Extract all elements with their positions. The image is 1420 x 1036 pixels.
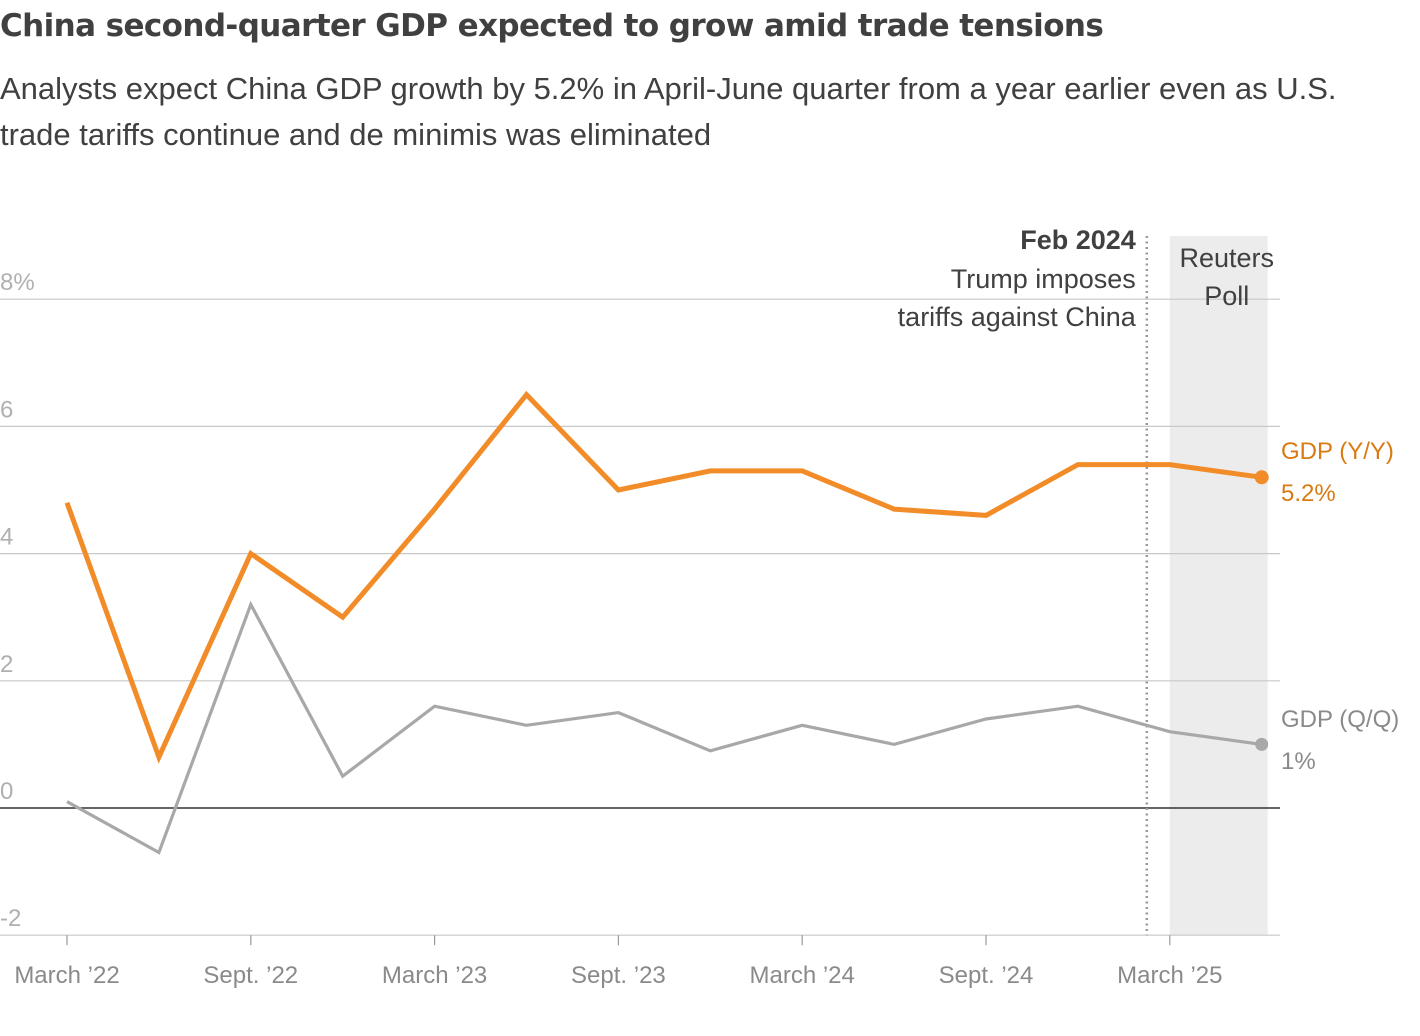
gridlines	[0, 298, 1280, 936]
annotation: Feb 2024 Trump imposes tariffs against Chi…	[898, 225, 1137, 332]
x-tick-label: Sept. ’24	[939, 962, 1034, 989]
reuters-poll-label: Reuters Poll	[1179, 243, 1274, 311]
y-tick-label: 6	[0, 396, 13, 423]
series-gdp-qq-end-point	[1255, 737, 1269, 751]
annotation-date: Feb 2024	[1020, 225, 1136, 255]
series-gdp-qq-value-label: 1%	[1281, 748, 1316, 775]
reuters-poll-text: Poll	[1204, 281, 1249, 311]
x-tick-label: Sept. ’22	[203, 962, 298, 989]
y-tick-label: 0	[0, 778, 13, 805]
annotation-text: Trump imposes	[951, 264, 1136, 294]
x-tick-label: March ’22	[14, 962, 119, 989]
y-tick-label: -2	[0, 905, 21, 932]
x-tick-label: March ’24	[750, 962, 855, 989]
series-gdp-yy-end-point	[1254, 470, 1269, 485]
x-tick-label: March ’25	[1117, 962, 1222, 989]
x-tick-label: March ’23	[382, 962, 487, 989]
y-axis-ticks: 8% 6 4 2 0 -2	[0, 269, 35, 932]
series-end-labels: GDP (Y/Y) 5.2% GDP (Q/Q) 1%	[1281, 438, 1399, 775]
reuters-poll-text: Reuters	[1179, 243, 1274, 273]
x-tick-label: Sept. ’23	[571, 962, 666, 989]
x-axis-ticks: March ’22 Sept. ’22 March ’23 Sept. ’23 Marc…	[14, 935, 1222, 989]
series-lines	[64, 390, 1269, 855]
series-gdp-qq-line	[66, 600, 1262, 855]
y-tick-label: 2	[0, 651, 13, 678]
chart-subtitle: Analysts expect China GDP growth by 5.2%…	[0, 71, 1337, 152]
chart-title: China second-quarter GDP expected to gro…	[0, 8, 1104, 44]
annotation-text: tariffs against China	[898, 302, 1137, 332]
series-gdp-yy-value-label: 5.2%	[1281, 480, 1336, 507]
series-gdp-yy-name-label: GDP (Y/Y)	[1281, 438, 1394, 465]
y-tick-label: 8%	[0, 269, 35, 296]
y-tick-label: 4	[0, 524, 13, 551]
series-gdp-yy-line	[64, 390, 1263, 764]
reuters-poll-shade	[1169, 236, 1268, 936]
series-gdp-qq-name-label: GDP (Q/Q)	[1281, 706, 1399, 733]
